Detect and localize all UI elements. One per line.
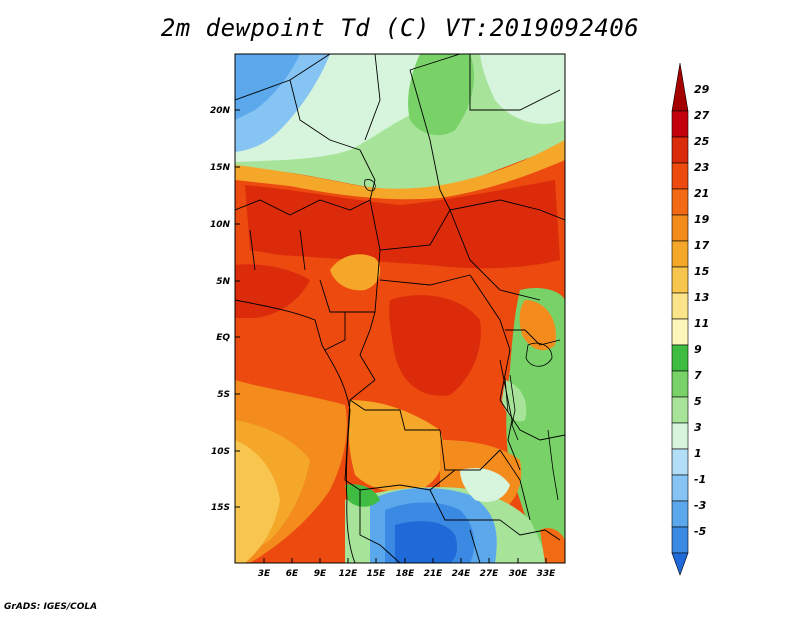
dewpoint-field — [235, 54, 565, 563]
lat-tick-label: 10N — [210, 220, 231, 230]
lakes — [364, 179, 559, 501]
colorbar-swatch — [671, 214, 689, 242]
lon-tick-label: 6E — [286, 569, 299, 579]
colorbar-swatch — [671, 266, 689, 294]
country-borders — [235, 54, 565, 563]
colorbar-label: 9 — [694, 343, 702, 356]
colorbar-swatch — [671, 292, 689, 320]
colorbar-swatch — [671, 500, 689, 528]
lat-tick-label: 15N — [210, 163, 231, 173]
lat-tick-label: 20N — [210, 106, 231, 116]
map-frame — [234, 53, 566, 564]
colorbar-swatch — [671, 136, 689, 164]
lon-tick-label: 12E — [339, 569, 359, 579]
lon-tick-label: 15E — [367, 569, 387, 579]
coastline — [235, 299, 356, 563]
lon-axis: 3E 6E 9E 12E 15E 18E 21E 24E 27E 30E 33E — [258, 558, 556, 579]
colorbar-label: 5 — [694, 395, 702, 408]
colorbar-swatch — [671, 110, 689, 138]
lat-tick-label: 5N — [216, 277, 230, 287]
lon-tick-label: 30E — [509, 569, 529, 579]
colorbar-label: 13 — [694, 291, 710, 304]
colorbar-label: 17 — [694, 239, 710, 252]
grads-credit: GrADS: IGES/COLA — [4, 602, 98, 612]
colorbar-swatch — [671, 396, 689, 424]
lon-tick-label: 21E — [424, 569, 444, 579]
colorbar-swatch — [671, 162, 689, 190]
colorbar-swatch — [671, 62, 689, 112]
colorbar-label: 7 — [694, 369, 702, 382]
lon-tick-label: 3E — [258, 569, 271, 579]
colorbar-swatch — [671, 344, 689, 372]
colorbar: 29 27 25 23 21 19 17 15 13 11 9 7 5 3 1 -1 -3 -5 — [671, 62, 710, 576]
colorbar-label: 11 — [694, 317, 709, 330]
lon-tick-label: 27E — [480, 569, 500, 579]
colorbar-swatch — [671, 370, 689, 398]
lon-tick-label: 9E — [314, 569, 327, 579]
colorbar-label: 29 — [694, 83, 710, 96]
colorbar-label: 23 — [694, 161, 710, 174]
lon-tick-label: 18E — [396, 569, 416, 579]
colorbar-label: -3 — [694, 499, 707, 512]
colorbar-swatch — [671, 448, 689, 476]
lon-tick-label: 33E — [537, 569, 557, 579]
colorbar-swatch — [671, 318, 689, 346]
colorbar-swatch — [671, 240, 689, 268]
colorbar-swatch — [671, 474, 689, 502]
lat-tick-label: EQ — [216, 333, 230, 343]
lat-tick-label: 5S — [217, 390, 230, 400]
colorbar-label: 25 — [694, 135, 710, 148]
colorbar-label: 19 — [694, 213, 710, 226]
lat-axis: 20N 15N 10N 5N EQ 5S 10S 15S — [210, 106, 240, 513]
colorbar-swatch — [671, 552, 689, 576]
colorbar-label: -5 — [694, 525, 707, 538]
colorbar-label: -1 — [694, 473, 706, 486]
colorbar-label: 1 — [694, 447, 702, 460]
colorbar-label: 3 — [694, 421, 702, 434]
colorbar-swatch — [671, 422, 689, 450]
colorbar-label: 27 — [694, 109, 710, 122]
lat-tick-label: 15S — [211, 503, 230, 513]
colorbar-label: 21 — [694, 187, 709, 200]
lon-tick-label: 24E — [452, 569, 472, 579]
colorbar-swatch — [671, 526, 689, 554]
lat-tick-label: 10S — [211, 447, 230, 457]
colorbar-swatch — [671, 188, 689, 216]
colorbar-label: 15 — [694, 265, 710, 278]
chart-title: 2m dewpoint Td (C) VT:2019092406 — [160, 14, 640, 42]
